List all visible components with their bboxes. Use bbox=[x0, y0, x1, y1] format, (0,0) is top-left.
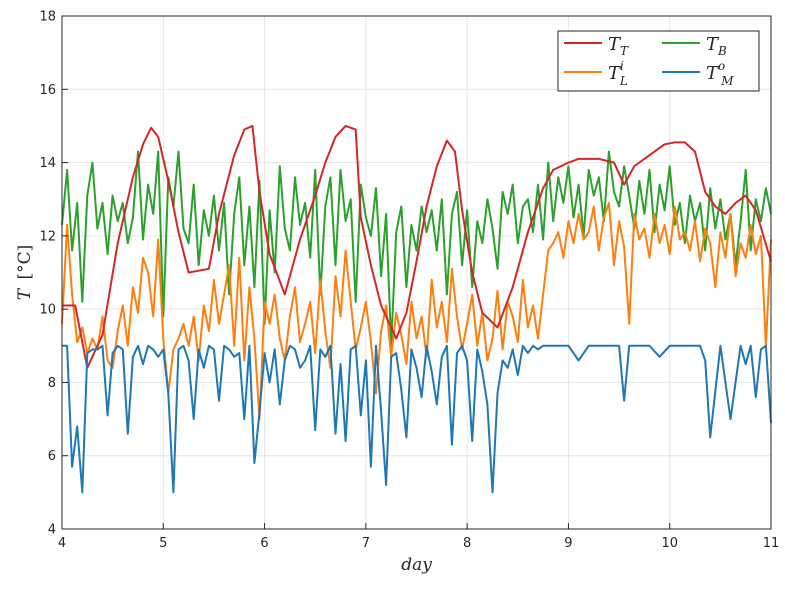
x-tick-label: 5 bbox=[159, 536, 167, 551]
y-tick-label: 8 bbox=[48, 376, 56, 391]
y-tick-label: 4 bbox=[48, 523, 56, 538]
y-tick-label: 6 bbox=[48, 449, 56, 464]
x-tick-label: 9 bbox=[564, 536, 572, 551]
x-tick-label: 11 bbox=[763, 536, 780, 551]
y-axis-label-symbol: T bbox=[15, 287, 35, 300]
y-axis-label: T [°C] bbox=[15, 245, 35, 301]
y-tick-label: 16 bbox=[39, 83, 56, 98]
y-tick-label: 12 bbox=[39, 229, 56, 244]
y-tick-label: 10 bbox=[39, 303, 56, 318]
y-tick-label: 14 bbox=[39, 156, 56, 171]
legend-superscript: i bbox=[620, 59, 624, 73]
x-tick-label: 7 bbox=[362, 536, 370, 551]
x-tick-label: 4 bbox=[58, 536, 66, 551]
legend-superscript: o bbox=[718, 59, 725, 73]
legend-subscript: M bbox=[720, 74, 734, 88]
legend-subscript: L bbox=[619, 74, 628, 88]
temperature-chart: 4 5 6 7 8 9 10 114681012141618 day T [°C] TT TBT… bbox=[0, 0, 785, 589]
x-axis-label: day bbox=[401, 555, 432, 575]
y-tick-label: 18 bbox=[39, 10, 56, 25]
y-axis-label-unit: [°C] bbox=[15, 245, 35, 280]
legend-subscript: B bbox=[717, 44, 727, 58]
x-tick-label: 8 bbox=[463, 536, 471, 551]
legend-subscript: T bbox=[620, 44, 629, 58]
x-tick-label: 10 bbox=[661, 536, 678, 551]
x-tick-label: 6 bbox=[260, 536, 268, 551]
